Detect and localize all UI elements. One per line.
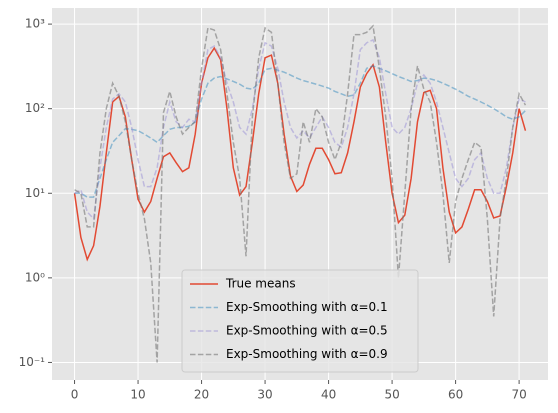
- legend-label: Exp-Smoothing with α=0.1: [226, 300, 388, 314]
- legend-label: True means: [225, 277, 296, 291]
- x-tick-label: 10: [130, 388, 145, 402]
- series-line: [73, 46, 527, 262]
- x-tick-label: 40: [321, 388, 336, 402]
- y-tick-label: 10⁻¹: [19, 355, 46, 369]
- x-tick-label: 0: [71, 388, 79, 402]
- series-line: [74, 65, 526, 198]
- legend: True means Exp-Smoothing with α=0.1 Exp-Sm…: [181, 269, 419, 373]
- x-tick-label: 70: [511, 388, 526, 402]
- x-tick-label: 20: [194, 388, 209, 402]
- y-tick-label: 10²: [25, 101, 45, 115]
- legend-label: Exp-Smoothing with α=0.5: [226, 324, 388, 338]
- y-tick-label: 10¹: [25, 186, 45, 200]
- legend-box: [181, 269, 419, 373]
- x-tick-label: 30: [257, 388, 272, 402]
- y-tick-label: 10³: [25, 17, 45, 31]
- legend-label: Exp-Smoothing with α=0.9: [226, 347, 388, 361]
- series-line: [74, 24, 527, 363]
- x-tick-label: 50: [384, 388, 399, 402]
- y-tick-label: 10⁰: [25, 270, 45, 284]
- series-line: [74, 38, 526, 221]
- x-tick-label: 60: [448, 388, 463, 402]
